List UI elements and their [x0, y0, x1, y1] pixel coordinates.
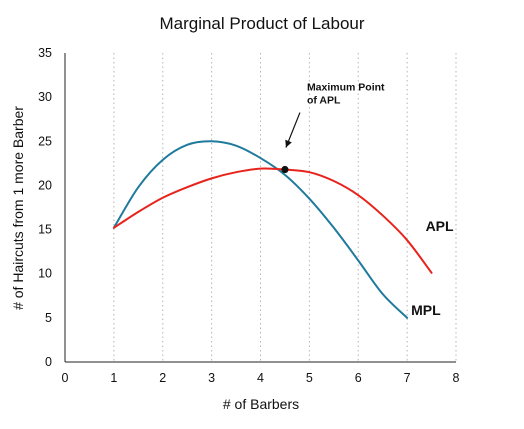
- x-tick-label: 2: [159, 371, 166, 385]
- mpl-line: [112, 140, 409, 319]
- x-tick-label: 4: [257, 371, 264, 385]
- x-axis-title: # of Barbers: [223, 396, 299, 412]
- grid-layer: [113, 53, 457, 362]
- x-tick-label: 3: [208, 371, 215, 385]
- annotation-text: of APL: [307, 95, 341, 107]
- y-axis-title: # of Haircuts from 1 more Barber: [10, 106, 26, 310]
- max-apl-point: [281, 165, 289, 174]
- mpl-series-label: MPL: [411, 302, 441, 318]
- series-layer: MPL APL: [112, 140, 454, 319]
- y-tick-label: 35: [38, 46, 52, 60]
- chart-title: Marginal Product of Labour: [159, 14, 364, 33]
- y-tick-label: 25: [38, 134, 52, 148]
- y-tick-label: 15: [38, 223, 52, 237]
- y-tick-label: 30: [38, 90, 52, 104]
- x-tick-label: 8: [453, 371, 460, 385]
- tick-layer: 0 1 2 3 4 5 6 7 8 0 5 10 15 20 25 30 35: [38, 46, 459, 385]
- annotation-text: Maximum Point: [307, 82, 385, 94]
- x-tick-label: 0: [62, 371, 69, 385]
- x-tick-label: 1: [110, 371, 117, 385]
- y-tick-label: 10: [38, 267, 52, 281]
- y-tick-label: 20: [38, 178, 52, 192]
- annotation-arrowhead: [285, 139, 292, 148]
- x-tick-label: 5: [306, 371, 313, 385]
- apl-series-label: APL: [426, 218, 454, 234]
- apl-line: [112, 167, 433, 274]
- x-tick-label: 7: [404, 371, 411, 385]
- x-tick-label: 6: [355, 371, 362, 385]
- y-tick-label: 0: [45, 355, 52, 369]
- y-tick-label: 5: [45, 311, 52, 325]
